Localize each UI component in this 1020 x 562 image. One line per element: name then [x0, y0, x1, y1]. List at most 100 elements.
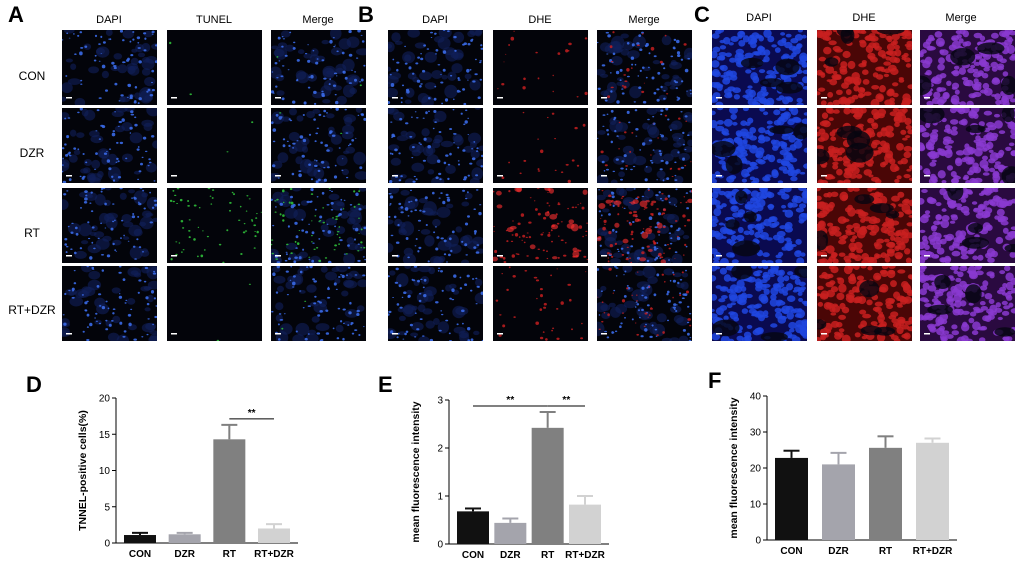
- micrograph-b-merge-dzr: [597, 108, 692, 183]
- micrograph-a-dapi-rtdzr: [62, 266, 157, 341]
- bar-f-con: [775, 457, 808, 540]
- y-axis-label-e: mean fluorescence intensity: [410, 401, 422, 542]
- micrograph-a-tunel-rtdzr: [167, 266, 262, 341]
- micrograph-b-dapi-dzr: [388, 108, 483, 183]
- panel-letter-c: C: [694, 2, 710, 27]
- y-tick-label-e: 0: [437, 540, 443, 551]
- micrograph-b-dapi-con: [388, 30, 483, 105]
- panel-letter-f: F: [708, 368, 722, 393]
- panel-a-col-merge: Merge: [302, 14, 334, 26]
- significance-label-e: **: [562, 395, 570, 406]
- y-tick-label-f: 30: [750, 428, 762, 439]
- x-tick-label-e: RT: [541, 550, 554, 561]
- micrograph-b-merge-con: [597, 30, 692, 105]
- y-tick-label-f: 20: [750, 464, 762, 475]
- y-tick-label-d: 5: [104, 502, 110, 513]
- panel-a-col-tunel: TUNEL: [195, 14, 233, 26]
- x-tick-label-e: DZR: [500, 550, 521, 561]
- bar-e-rt-dzr: [569, 504, 601, 544]
- bar-e-con: [457, 511, 489, 544]
- micrograph-c-dapi-rtdzr: [712, 266, 807, 341]
- x-tick-label-e: RT+DZR: [565, 550, 606, 561]
- y-tick-label-d: 0: [104, 539, 110, 550]
- micrograph-a-merge-rt: [271, 188, 366, 263]
- micrograph-a-merge-con: [271, 30, 366, 105]
- panel-c-col-dhe: DHE: [852, 12, 876, 24]
- panel-letter-d: D: [26, 372, 42, 397]
- micrograph-c-dapi-con: [712, 30, 807, 105]
- x-tick-label-f: CON: [780, 546, 802, 557]
- bar-d-rt-dzr: [258, 528, 290, 543]
- bar-d-dzr: [168, 534, 201, 543]
- micrograph-c-merge-rt: [920, 188, 1015, 263]
- chart-e-mean-fluorescence: 0 1 2 3 mean fluorescence intensity CON DZR RT R…: [352, 384, 682, 562]
- micrograph-a-dapi-rt: [62, 188, 157, 263]
- bar-d-con: [124, 535, 156, 543]
- x-tick-label-d: DZR: [174, 549, 195, 560]
- micrograph-b-dhe-dzr: [493, 108, 588, 183]
- panel-b-col-merge: Merge: [628, 14, 660, 26]
- panel-b-col-dapi: DAPI: [422, 14, 448, 26]
- y-tick-label-f: 0: [755, 536, 761, 547]
- bar-f-rt-dzr: [916, 442, 949, 540]
- y-tick-label-d: 15: [99, 430, 111, 441]
- significance-label-e: **: [506, 395, 514, 406]
- bar-f-rt: [869, 447, 902, 540]
- significance-label-d: **: [248, 408, 256, 419]
- y-tick-label-e: 3: [437, 396, 443, 407]
- micrograph-b-dhe-rtdzr: [493, 266, 588, 341]
- micrograph-c-dhe-con: [817, 30, 912, 105]
- micrograph-b-dapi-rtdzr: [388, 266, 483, 341]
- panel-b-col-dhe: DHE: [528, 14, 552, 26]
- micrograph-c-merge-rtdzr: [920, 266, 1015, 341]
- y-tick-label-d: 20: [99, 394, 111, 405]
- x-tick-label-e: CON: [462, 550, 484, 561]
- chart-d-tunel-positive: 0 5 10 15 20 TNNEL-positive cells(%) CON DZR RT R…: [0, 384, 340, 562]
- micrograph-c-merge-con: [920, 30, 1015, 105]
- panel-a-row-con: CON: [18, 69, 46, 83]
- micrograph-b-dhe-rt: [493, 188, 588, 263]
- panel-a-row-rtdzr: RT+DZR: [8, 303, 56, 317]
- bar-f-dzr: [822, 464, 855, 540]
- bar-e-rt: [531, 427, 564, 544]
- x-tick-label-f: RT: [879, 546, 892, 557]
- panel-letter-e: E: [378, 372, 393, 397]
- micrograph-b-merge-rt: [597, 188, 692, 263]
- micrograph-c-dapi-rt: [712, 188, 807, 263]
- micrograph-c-merge-dzr: [920, 108, 1015, 183]
- micrograph-c-dhe-rt: [817, 188, 912, 263]
- micrograph-a-dapi-con: [62, 30, 157, 105]
- panel-letter-b: B: [358, 2, 374, 27]
- panel-c-col-merge: Merge: [945, 12, 977, 24]
- micrograph-a-merge-dzr: [271, 108, 366, 183]
- y-tick-label-f: 40: [750, 392, 762, 403]
- chart-f-mean-fluorescence: 0 10 20 30 40 mean fluorescence intensity CON D…: [690, 384, 1020, 562]
- panel-c-col-dapi: DAPI: [746, 12, 772, 24]
- y-tick-label-f: 10: [750, 500, 762, 511]
- panel-a-row-rt: RT: [24, 226, 40, 240]
- y-axis-label-d: TNNEL-positive cells(%): [77, 410, 89, 531]
- micrograph-c-dapi-dzr: [712, 108, 807, 183]
- micrograph-a-tunel-rt: [167, 188, 262, 263]
- micrograph-a-tunel-con: [167, 30, 262, 105]
- micrograph-c-dhe-dzr: [817, 108, 912, 183]
- x-tick-label-d: RT+DZR: [254, 549, 295, 560]
- panel-a-row-dzr: DZR: [19, 146, 45, 160]
- y-tick-label-e: 2: [437, 444, 443, 455]
- bar-d-rt: [213, 439, 246, 543]
- micrograph-b-dapi-rt: [388, 188, 483, 263]
- y-axis-label-f: mean fluorescence intensity: [728, 397, 740, 538]
- y-tick-label-d: 10: [99, 466, 111, 477]
- micrograph-c-dhe-rtdzr: [817, 266, 912, 341]
- micrograph-a-dapi-dzr: [62, 108, 157, 183]
- micrograph-b-merge-rtdzr: [597, 266, 692, 341]
- panel-a-col-dapi: DAPI: [96, 14, 122, 26]
- bar-e-dzr: [494, 522, 527, 544]
- y-tick-label-e: 1: [437, 492, 443, 503]
- micrograph-a-tunel-dzr: [167, 108, 262, 183]
- x-tick-label-d: CON: [129, 549, 151, 560]
- panel-letter-a: A: [8, 2, 24, 27]
- x-tick-label-f: RT+DZR: [913, 546, 954, 557]
- micrograph-a-merge-rtdzr: [271, 266, 366, 341]
- micrograph-b-dhe-con: [493, 30, 588, 105]
